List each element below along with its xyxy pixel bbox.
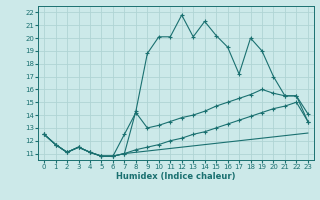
X-axis label: Humidex (Indice chaleur): Humidex (Indice chaleur) (116, 172, 236, 181)
